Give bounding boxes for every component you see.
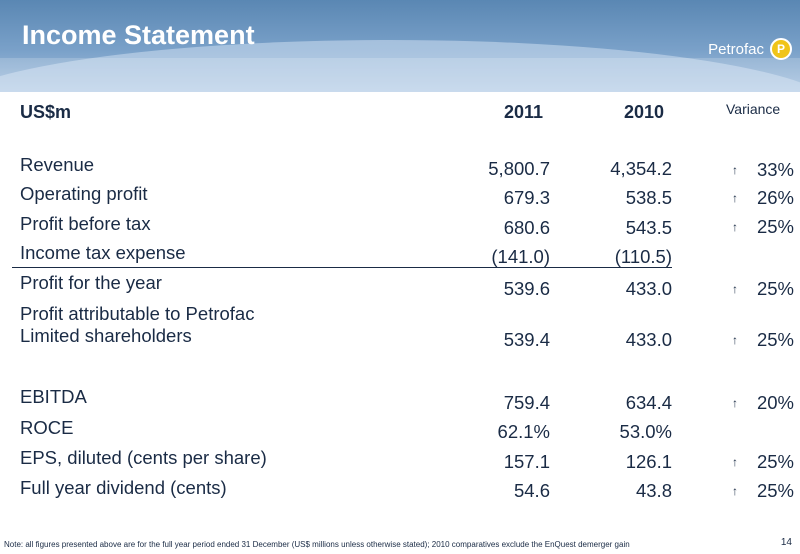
variance-value: 25% [756, 216, 794, 237]
row-label-profit-before-tax: Profit before tax [20, 213, 151, 234]
arrow-up-icon: ↑ [732, 163, 738, 177]
value-2011-dividend: 54.6 [513, 480, 550, 501]
value-2011-attributable: 539.4 [503, 329, 550, 350]
value-2010-profit-year: 433.0 [625, 278, 672, 299]
row-label-roce: ROCE [20, 417, 74, 438]
value-2011-profit-year: 539.6 [503, 278, 550, 299]
variance-value: 25% [756, 480, 794, 501]
arrow-up-icon: ↑ [732, 333, 738, 347]
variance-operating-profit: ↑ 26% [732, 187, 794, 209]
header-2011: 2011 [503, 102, 543, 122]
variance-ebitda: ↑ 20% [732, 392, 794, 414]
variance-profit-before-tax: ↑ 25% [732, 216, 794, 238]
value-2010-operating-profit: 538.5 [625, 187, 672, 208]
variance-profit-year: ↑ 25% [732, 278, 794, 300]
value-2011-ebitda: 759.4 [503, 392, 550, 413]
variance-eps: ↑ 25% [732, 451, 794, 473]
row-label-attributable-line2: Limited shareholders [20, 325, 192, 346]
value-2010-roce: 53.0% [619, 421, 672, 442]
page-number: 14 [780, 537, 792, 548]
value-2011-profit-before-tax: 680.6 [503, 217, 550, 238]
variance-attributable: ↑ 25% [732, 329, 794, 351]
variance-value: 25% [756, 451, 794, 472]
row-label-eps: EPS, diluted (cents per share) [20, 447, 267, 468]
slide-header: Income Statement Petrofac P [0, 0, 800, 92]
arrow-up-icon: ↑ [732, 484, 738, 498]
header-variance: Variance [726, 101, 781, 117]
header-2010: 2010 [623, 102, 664, 122]
value-2011-income-tax: (141.0) [491, 246, 550, 267]
arrow-up-icon: ↑ [732, 396, 738, 410]
logo-mark-icon: P [770, 38, 792, 60]
value-2010-profit-before-tax: 543.5 [625, 217, 672, 238]
variance-value: 25% [756, 329, 794, 350]
row-label-dividend: Full year dividend (cents) [20, 477, 227, 498]
value-2010-income-tax: (110.5) [614, 246, 672, 267]
row-label-income-tax: Income tax expense [20, 242, 186, 263]
arrow-up-icon: ↑ [732, 455, 738, 469]
petrofac-logo: Petrofac P [708, 38, 792, 60]
variance-value: 20% [756, 392, 794, 413]
row-label-profit-year: Profit for the year [20, 272, 162, 293]
row-label-operating-profit: Operating profit [20, 183, 148, 204]
slide-title: Income Statement [22, 20, 255, 50]
row-label-attributable-line1: Profit attributable to Petrofac [20, 303, 255, 324]
row-label-revenue: Revenue [20, 154, 95, 175]
value-2010-dividend: 43.8 [635, 480, 672, 501]
header-label: US$m [20, 102, 72, 122]
arrow-up-icon: ↑ [732, 220, 738, 234]
value-2010-ebitda: 634.4 [625, 392, 672, 413]
subtotal-divider [12, 267, 672, 268]
variance-value: 33% [756, 159, 794, 180]
footnote: Note: all figures presented above are fo… [4, 540, 630, 549]
variance-value: 25% [756, 278, 794, 299]
header-band [0, 58, 800, 92]
value-2011-roce: 62.1% [497, 421, 550, 442]
row-label-ebitda: EBITDA [20, 386, 87, 407]
variance-revenue: ↑ 33% [732, 159, 794, 181]
value-2010-eps: 126.1 [625, 451, 672, 472]
value-2011-operating-profit: 679.3 [503, 187, 550, 208]
value-2011-revenue: 5,800.7 [488, 158, 550, 179]
value-2011-eps: 157.1 [503, 451, 550, 472]
logo-text: Petrofac [708, 40, 764, 58]
arrow-up-icon: ↑ [732, 282, 738, 296]
value-2010-attributable: 433.0 [625, 329, 672, 350]
variance-dividend: ↑ 25% [732, 480, 794, 502]
value-2010-revenue: 4,354.2 [610, 158, 672, 179]
variance-value: 26% [756, 187, 794, 208]
arrow-up-icon: ↑ [732, 191, 738, 205]
